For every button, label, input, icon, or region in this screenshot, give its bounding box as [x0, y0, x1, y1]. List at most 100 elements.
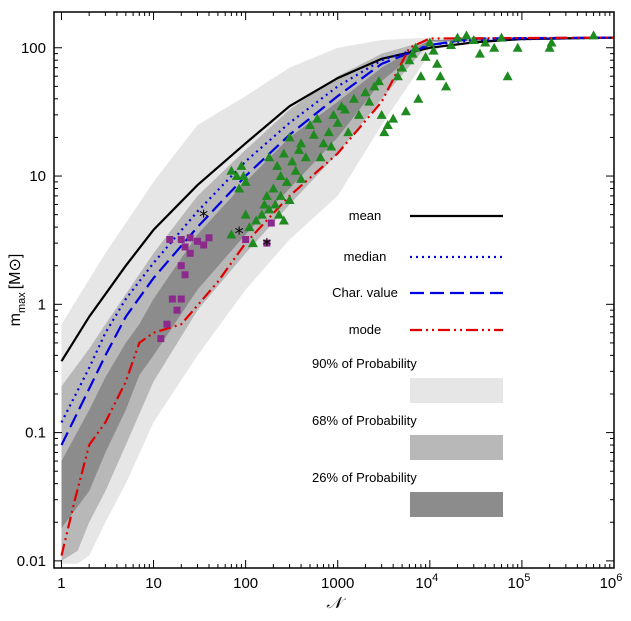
- star-point: *: [262, 235, 271, 256]
- x-tick-label: 1: [57, 575, 65, 592]
- triangle-point: [382, 119, 393, 129]
- triangle-point: [480, 37, 491, 47]
- x-tick-label-base: 10: [415, 575, 432, 592]
- triangle-point: [305, 119, 316, 129]
- triangle-point: [441, 81, 452, 91]
- legend-label: 26% of Probability: [312, 470, 417, 485]
- triangle-point: [502, 71, 513, 81]
- triangle-point: [264, 152, 275, 162]
- triangle-point: [226, 229, 237, 239]
- series-mean: [60, 36, 614, 362]
- square-point: [163, 320, 171, 328]
- triangle-point: [489, 42, 500, 52]
- triangle-point: [273, 209, 284, 219]
- x-axis-title: 𝒩: [326, 595, 346, 612]
- triangle-point: [415, 71, 426, 81]
- band-90: [61, 37, 614, 564]
- triangle-point: [287, 156, 298, 166]
- band-26: [61, 38, 614, 529]
- triangle-point: [404, 55, 415, 65]
- x-tick-label-base: 1000: [321, 575, 354, 592]
- triangle-point: [259, 199, 270, 209]
- triangle-point: [226, 165, 237, 175]
- triangle-point: [388, 113, 399, 123]
- square-point: [177, 236, 185, 244]
- triangle-point: [326, 141, 337, 151]
- x-tick-label: 100: [233, 575, 258, 592]
- triangle-point: [240, 209, 251, 219]
- legend: mean median Char. value mode 90% of Probabil…: [312, 208, 503, 517]
- triangle-point: [400, 106, 411, 116]
- triangle-point: [251, 215, 262, 225]
- x-tick-label: 105: [508, 572, 531, 592]
- triangle-point: [512, 42, 523, 52]
- triangle-point: [407, 48, 418, 58]
- legend-label: mean: [349, 208, 382, 223]
- triangle-point: [328, 109, 339, 119]
- triangle-point: [234, 183, 245, 193]
- triangle-point: [294, 144, 305, 154]
- triangle-point: [435, 71, 446, 81]
- square-point: [168, 295, 176, 303]
- triangle-point: [369, 81, 380, 91]
- square-point: [177, 262, 185, 270]
- x-tick-label-exponent: 4: [432, 572, 438, 584]
- y-tick-label: 10: [29, 168, 46, 185]
- x-tick-label: 104: [415, 572, 438, 592]
- triangle-point: [240, 176, 251, 186]
- triangle-point: [281, 176, 292, 186]
- triangle-point: [420, 51, 431, 61]
- triangle-point: [353, 109, 364, 119]
- triangle-point: [544, 42, 555, 52]
- triangle-point: [468, 34, 479, 44]
- triangle-point: [231, 171, 242, 181]
- square-point: [242, 236, 250, 244]
- y-tick-label: 100: [21, 40, 46, 57]
- triangle-point: [343, 127, 354, 137]
- legend-label: 68% of Probability: [312, 413, 417, 428]
- triangle-point: [432, 58, 443, 68]
- triangle-point: [340, 104, 351, 114]
- square-point: [177, 295, 185, 303]
- square-point: [173, 306, 181, 314]
- triangle-point: [247, 238, 258, 248]
- y-axis-title-main: m: [7, 313, 24, 326]
- triangle-point: [315, 152, 326, 162]
- triangle-point: [461, 30, 472, 40]
- y-axis-title-sub: max: [16, 292, 28, 313]
- triangle-point: [300, 152, 311, 162]
- star-point: *: [199, 207, 208, 228]
- square-point: [186, 249, 194, 257]
- square-point: [157, 335, 165, 343]
- triangle-point: [312, 113, 323, 123]
- legend-swatch-box: [410, 492, 503, 517]
- triangle-point: [284, 195, 295, 205]
- x-tick-label-exponent: 5: [524, 572, 530, 584]
- y-axis-title-unit-symbol: ⊙: [7, 258, 24, 271]
- legend-label: Char. value: [332, 285, 398, 300]
- y-axis-title-unit-open: [M: [7, 271, 24, 289]
- x-tick-label: 106: [600, 572, 623, 592]
- square-point: [263, 239, 271, 247]
- triangle-point: [588, 30, 599, 40]
- x-tick-label-base: 10: [600, 575, 617, 592]
- triangle-point: [410, 42, 421, 52]
- triangle-point: [323, 127, 334, 137]
- triangle-point: [360, 87, 371, 97]
- triangle-point: [428, 45, 439, 55]
- square-point: [186, 234, 194, 242]
- triangle-point: [546, 37, 557, 47]
- triangle-point: [256, 209, 267, 219]
- triangle-point: [290, 165, 301, 175]
- triangle-point: [268, 183, 279, 193]
- x-tick-label-base: 1: [57, 575, 65, 592]
- triangle-point: [392, 71, 403, 81]
- triangle-point: [296, 138, 307, 148]
- y-tick-label: 0.01: [17, 553, 46, 570]
- series-mode: [60, 36, 614, 556]
- triangle-point: [275, 190, 286, 200]
- triangle-point: [413, 93, 424, 103]
- x-tick-label-base: 10: [145, 575, 162, 592]
- triangle-point: [446, 40, 457, 50]
